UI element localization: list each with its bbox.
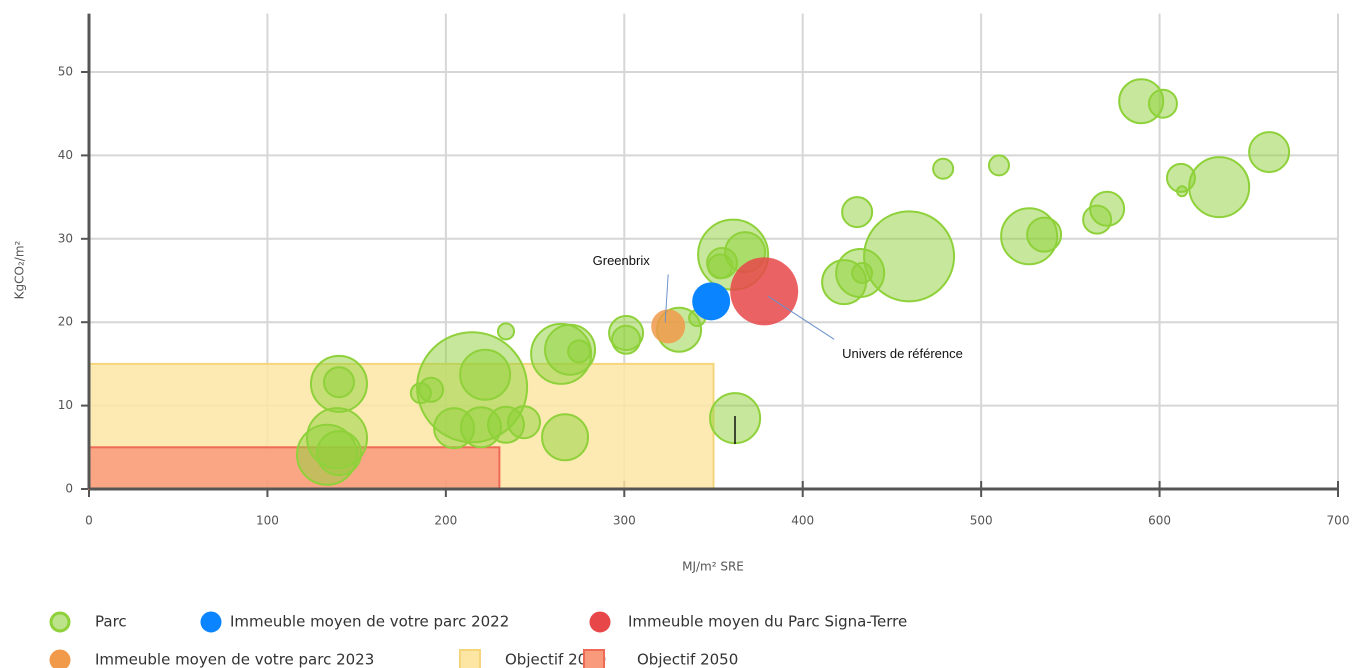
legend-swatch — [583, 649, 605, 668]
legend-swatch — [49, 611, 71, 633]
annotation: Univers de référence — [842, 346, 963, 361]
y-axis-label: KgCO₂/m² — [13, 240, 27, 299]
legend-label: Objectif 2050 — [637, 651, 738, 668]
y-tick-label: 50 — [58, 65, 73, 79]
legend-label: Parc — [95, 613, 127, 631]
bubble — [841, 196, 874, 229]
legend-label: Immeuble moyen de votre parc 2022 — [230, 613, 509, 631]
bubble — [1147, 88, 1178, 119]
bubble — [651, 309, 686, 344]
bubble — [1188, 156, 1251, 219]
bubble — [692, 282, 731, 321]
legend-label: Objectif 2030 — [505, 651, 606, 668]
x-tick-label: 300 — [613, 514, 636, 528]
x-tick-label: 200 — [434, 514, 457, 528]
bubble — [1176, 185, 1189, 198]
bubble — [296, 423, 359, 486]
bubble — [322, 366, 355, 399]
legend-swatch — [200, 611, 222, 633]
y-tick-label: 30 — [58, 231, 73, 245]
bubble — [1248, 131, 1291, 174]
x-tick-label: 600 — [1148, 514, 1171, 528]
annotation: Greenbrix — [593, 253, 651, 268]
bubble — [507, 405, 542, 440]
bubble — [1082, 204, 1113, 235]
x-tick-label: 100 — [256, 514, 279, 528]
x-tick-label: 400 — [791, 514, 814, 528]
bubble — [496, 322, 515, 341]
bubble — [851, 261, 874, 284]
y-tick-label: 0 — [65, 482, 73, 496]
legend-label: Immeuble moyen de votre parc 2023 — [95, 651, 374, 668]
x-tick-label: 500 — [970, 514, 993, 528]
bubble — [459, 348, 512, 401]
x-tick-label: 700 — [1327, 514, 1350, 528]
y-tick-label: 20 — [58, 315, 73, 329]
y-tick-label: 10 — [58, 398, 73, 412]
bubble — [611, 324, 642, 355]
bubble — [987, 154, 1010, 177]
y-tick-label: 40 — [58, 148, 73, 162]
target-region — [88, 446, 501, 490]
bubble — [567, 339, 592, 364]
x-tick-label: 0 — [85, 514, 93, 528]
bubble — [541, 413, 590, 462]
annotation-line — [767, 295, 835, 340]
legend-label: Immeuble moyen du Parc Signa-Terre — [628, 613, 907, 631]
bubble — [418, 376, 445, 403]
bubble — [1026, 216, 1063, 253]
bubble — [932, 157, 955, 180]
legend-swatch — [459, 649, 481, 668]
annotation-line — [664, 274, 669, 323]
legend-swatch — [589, 611, 611, 633]
bubble — [707, 253, 734, 280]
bubble — [730, 257, 799, 326]
x-axis-label: MJ/m² SRE — [682, 560, 744, 574]
legend-swatch — [49, 649, 71, 668]
